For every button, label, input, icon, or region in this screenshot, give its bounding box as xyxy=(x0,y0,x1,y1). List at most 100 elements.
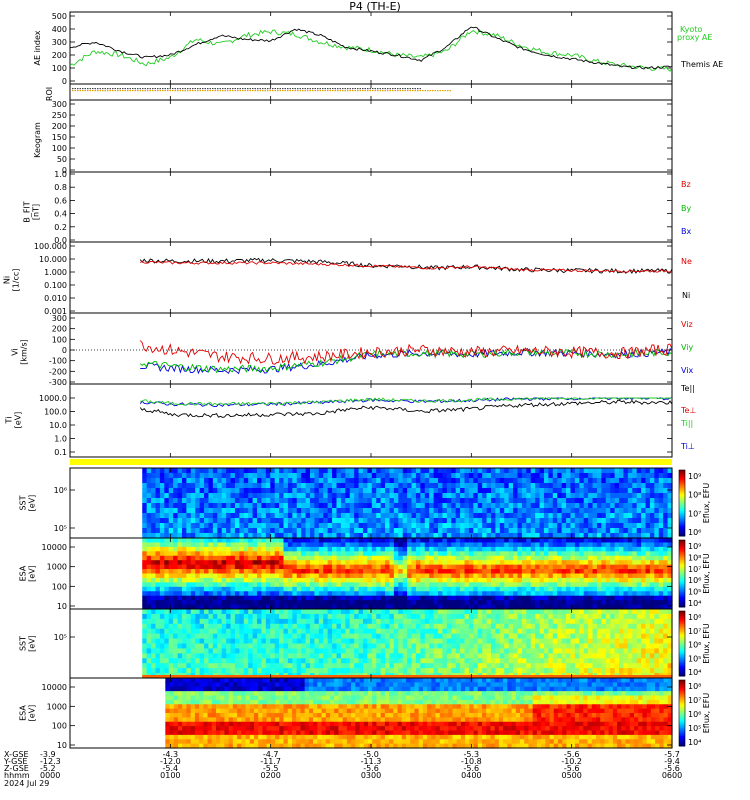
y-axis-label: SST xyxy=(19,636,28,651)
colorbar-cell xyxy=(679,619,685,622)
roi-dot xyxy=(164,90,166,92)
colorbar-tick-label: 10⁸ xyxy=(688,682,701,691)
roi-dot xyxy=(429,90,431,92)
colorbar-cell xyxy=(679,741,685,744)
colorbar-cell xyxy=(679,503,685,506)
colorbar-cell xyxy=(679,474,685,478)
roi-dot xyxy=(412,88,414,90)
esa_i-colorbar-frame xyxy=(678,679,686,747)
roi-dot xyxy=(332,88,334,90)
roi-dot xyxy=(322,88,324,90)
colorbar-cell xyxy=(679,568,685,571)
colorbar-tick-label: 10⁶ xyxy=(688,576,701,585)
colorbar-cell xyxy=(679,488,685,491)
footer-row-label: 2024 Jul 29 xyxy=(4,779,49,788)
roi-dot xyxy=(177,90,179,92)
colorbar-cell xyxy=(679,625,685,628)
colorbar-cell xyxy=(679,612,685,615)
ni-line xyxy=(139,257,673,274)
roi-dot xyxy=(279,90,281,92)
viz-line xyxy=(139,340,673,365)
colorbar-cell xyxy=(679,476,685,479)
roi-dot xyxy=(227,88,229,90)
colorbar-cell xyxy=(679,509,685,512)
roi-dot xyxy=(224,88,226,90)
roi-dot xyxy=(254,90,256,92)
roi-dot xyxy=(352,90,354,92)
roi-dot xyxy=(379,88,381,90)
colorbar-cell xyxy=(679,534,685,537)
roi-dot xyxy=(319,90,321,92)
y-tick-label: 1000 xyxy=(47,563,67,572)
roi-dot xyxy=(244,88,246,90)
roi-dot xyxy=(242,88,244,90)
roi-dot xyxy=(112,90,114,92)
colorbar-cell xyxy=(679,560,685,563)
y-tick-label: -300 xyxy=(49,378,67,387)
footer-row-label: X-GSE xyxy=(4,750,29,759)
footer-value-t: 0200 xyxy=(260,771,280,780)
roi-dot xyxy=(147,88,149,90)
colorbar-cell xyxy=(679,581,685,585)
roi-dot xyxy=(377,88,379,90)
colorbar-cell xyxy=(679,558,685,561)
roi-dot xyxy=(267,88,269,90)
colorbar-cell xyxy=(679,546,685,549)
roi-dot xyxy=(444,90,446,92)
colorbar-cell xyxy=(679,664,685,667)
roi-dot xyxy=(299,90,301,92)
colorbar-cell xyxy=(679,578,685,581)
roi-dot xyxy=(97,88,99,90)
roi-dot xyxy=(442,90,444,92)
roi-dot xyxy=(407,90,409,92)
roi-dot xyxy=(367,90,369,92)
sst-electron-spectrogram xyxy=(142,468,673,539)
colorbar-cell xyxy=(679,628,685,632)
roi-dot xyxy=(344,88,346,90)
roi-dot xyxy=(294,90,296,92)
footer-value-z: -5.2 xyxy=(40,764,56,773)
roi-dot xyxy=(79,90,81,92)
roi-dot xyxy=(167,90,169,92)
roi-dot xyxy=(239,88,241,90)
roi-dot xyxy=(189,88,191,90)
viy-line xyxy=(139,348,673,374)
colorbar-cell xyxy=(679,724,685,727)
colorbar-cell xyxy=(679,514,685,517)
roi-dot xyxy=(424,90,426,92)
colorbar-cell xyxy=(679,630,685,633)
y-tick-label: 0.4 xyxy=(54,210,67,219)
roi-dot xyxy=(82,88,84,90)
roi-dot xyxy=(187,88,189,90)
roi-dot xyxy=(259,88,261,90)
footer-value-z: -5.6 xyxy=(363,764,379,773)
esa-electron-spectrogram xyxy=(142,538,673,610)
colorbar-cell xyxy=(679,489,685,492)
roi-dot xyxy=(434,90,436,92)
colorbar-cell xyxy=(679,701,685,704)
roi-dot xyxy=(234,88,236,90)
roi-dot xyxy=(379,90,381,92)
roi-dot xyxy=(359,90,361,92)
colorbar-cell xyxy=(679,512,685,516)
colorbar-cell xyxy=(679,483,685,486)
colorbar-tick-label: 10⁹ xyxy=(688,472,701,481)
colorbar-cell xyxy=(679,496,685,499)
roi-dot xyxy=(202,88,204,90)
roi-dot xyxy=(312,88,314,90)
colorbar-cell xyxy=(679,736,685,739)
legend-vix: Vix xyxy=(681,366,694,375)
roi-dot xyxy=(314,88,316,90)
y-tick-label: 100 xyxy=(52,722,67,731)
colorbar-cell xyxy=(679,586,685,590)
roi-dot xyxy=(414,88,416,90)
roi-dot xyxy=(137,88,139,90)
colorbar-cell xyxy=(679,661,685,664)
roi-dot xyxy=(214,90,216,92)
footer-value-y: -12.0 xyxy=(160,757,181,766)
colorbar-cell xyxy=(679,481,685,484)
roi-dot xyxy=(137,90,139,92)
roi-dot xyxy=(317,88,319,90)
colorbar-cell xyxy=(679,638,685,641)
colorbar-cell xyxy=(679,711,685,714)
